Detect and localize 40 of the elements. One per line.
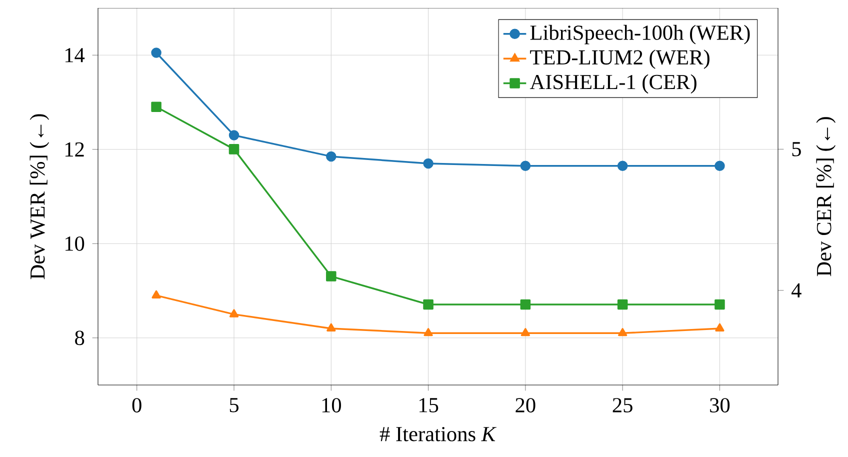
y-axis-title: Dev WER [%] (←) xyxy=(30,114,50,280)
point xyxy=(714,299,725,310)
legend-label: LibriSpeech-100h (WER) xyxy=(530,24,750,44)
point xyxy=(326,323,336,332)
point xyxy=(520,160,531,172)
point xyxy=(151,48,162,58)
point xyxy=(228,144,240,154)
y-tick-label: 8 xyxy=(75,330,84,346)
point xyxy=(714,160,725,172)
x-tick-label: 20 xyxy=(516,398,536,412)
y-tick-label: 12 xyxy=(65,142,84,156)
x-tick-label: 25 xyxy=(612,398,632,412)
x-tick-label: 10 xyxy=(322,398,341,412)
y-tick-label: 10 xyxy=(65,236,84,251)
y2-tick-label: 4 xyxy=(791,283,802,298)
point xyxy=(326,151,336,162)
x-tick-label: 15 xyxy=(420,398,438,412)
y2-tick-label: 5 xyxy=(792,142,801,156)
point xyxy=(617,299,628,310)
point xyxy=(152,290,161,298)
point xyxy=(151,102,162,112)
x-tick-label: 5 xyxy=(230,398,238,412)
x-tick-label: 30 xyxy=(710,398,730,412)
legend-label: AISHELL-1 (CER) xyxy=(530,74,696,94)
point xyxy=(520,299,531,310)
point xyxy=(229,309,239,318)
point xyxy=(228,130,240,140)
x-tick-label: 0 xyxy=(132,398,142,412)
point xyxy=(423,158,434,169)
point xyxy=(715,323,724,332)
point xyxy=(617,160,628,172)
point xyxy=(424,328,433,336)
point xyxy=(326,271,336,282)
point xyxy=(618,328,628,336)
legend-label: TED-LIUM2 (WER) xyxy=(530,50,710,69)
point xyxy=(423,299,434,310)
point xyxy=(520,328,530,336)
x-axis-title: # Iterations K xyxy=(380,426,497,442)
y2-axis-title: Dev CER [%] (←) xyxy=(816,117,836,276)
y-tick-label: 14 xyxy=(65,48,85,62)
